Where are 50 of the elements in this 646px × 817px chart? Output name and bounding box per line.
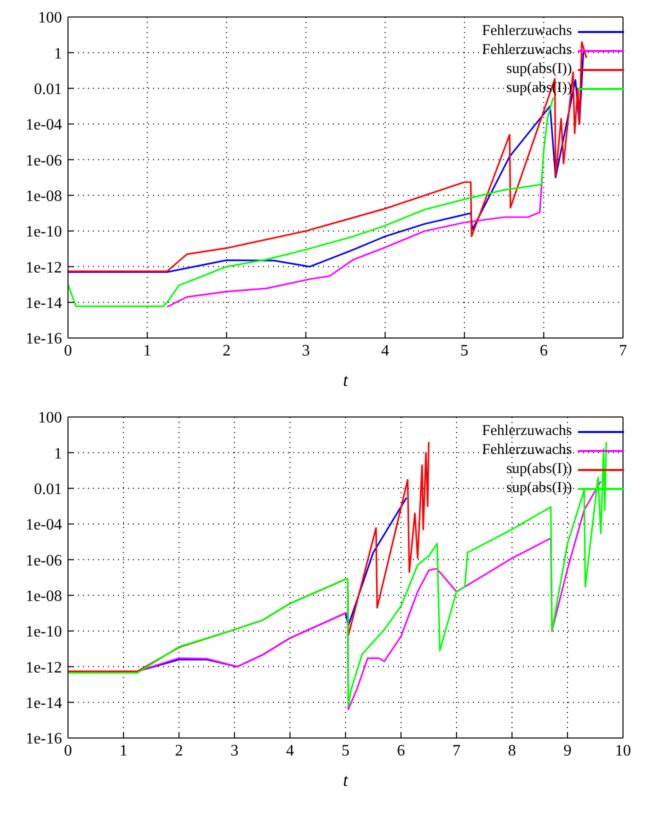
legend-label: Fehlerzuwachs [482, 23, 572, 40]
y-tick-label: 1e-08 [26, 188, 62, 206]
y-tick-label: 1 [54, 45, 62, 62]
x-tick-label: 3 [230, 742, 238, 760]
x-axis-title: t [342, 370, 349, 390]
legend-label: sup(abs(I)) [506, 461, 572, 478]
x-axis-title: t [342, 770, 349, 790]
legend-label: sup(abs(I)) [506, 480, 572, 497]
y-tick-label: 1e-12 [26, 659, 62, 676]
y-tick-label: 1e-06 [26, 552, 62, 570]
x-tick-label: 6 [540, 342, 548, 360]
legend-label: Fehlerzuwachs [482, 423, 572, 440]
y-tick-label: 1e-14 [26, 695, 62, 712]
legend-label: sup(abs(I)) [506, 61, 572, 78]
x-tick-label: 0 [64, 342, 72, 360]
y-tick-label: 1e-10 [26, 224, 62, 241]
y-tick-label: 1e-14 [26, 295, 62, 312]
line-series [68, 96, 554, 308]
x-tick-label: 2 [175, 742, 183, 760]
y-tick-label: 1e-04 [26, 516, 62, 534]
y-tick-label: 1e-10 [26, 624, 62, 641]
x-tick-label: 3 [302, 342, 310, 360]
x-tick-label: 8 [508, 742, 516, 760]
legend-label: Fehlerzuwachs [482, 42, 572, 59]
x-tick-label: 1 [143, 342, 152, 360]
y-tick-label: 100 [38, 410, 62, 427]
x-tick-label: 6 [397, 742, 405, 760]
y-tick-label: 1e-06 [26, 152, 62, 170]
x-tick-label: 10 [615, 742, 631, 760]
line-series [166, 176, 543, 308]
y-tick-label: 1e-04 [26, 116, 62, 134]
y-tick-label: 0.01 [34, 481, 62, 498]
y-tick-label: 1e-16 [26, 330, 62, 348]
x-tick-label: 9 [564, 742, 572, 760]
y-tick-label: 1e-16 [26, 730, 62, 748]
y-tick-label: 0.01 [34, 81, 62, 98]
x-tick-label: 4 [381, 342, 390, 360]
y-tick-label: 100 [38, 10, 62, 27]
legend-label: Fehlerzuwachs [482, 442, 572, 459]
x-tick-label: 1 [120, 742, 128, 760]
y-tick-label: 1e-08 [26, 588, 62, 606]
y-tick-label: 1 [54, 445, 62, 462]
x-tick-label: 5 [460, 342, 468, 360]
x-tick-label: 4 [286, 742, 294, 760]
x-tick-label: 7 [452, 742, 460, 760]
x-tick-label: 2 [222, 342, 231, 360]
y-tick-label: 1e-12 [26, 259, 62, 276]
x-tick-label: 7 [619, 342, 627, 360]
x-tick-label: 0 [64, 742, 72, 760]
x-tick-label: 5 [342, 742, 350, 760]
